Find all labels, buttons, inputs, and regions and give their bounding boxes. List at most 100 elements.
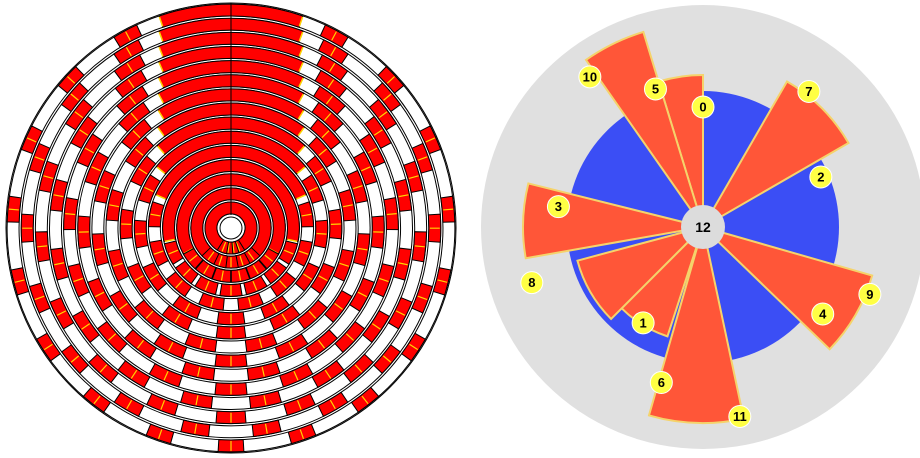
block-divider — [417, 295, 428, 301]
ring-block — [105, 188, 125, 222]
block-divider — [235, 241, 241, 252]
block-divider — [204, 280, 210, 291]
segment-divider — [158, 46, 164, 57]
block-divider — [81, 323, 91, 330]
ring-block — [243, 275, 268, 296]
marker-5: 5 — [643, 77, 667, 101]
block-divider — [296, 400, 302, 410]
block-divider — [149, 273, 159, 280]
block-divider — [221, 241, 227, 252]
block-divider — [210, 297, 214, 308]
block-divider — [239, 255, 244, 266]
block-divider — [163, 370, 169, 381]
block-divider — [125, 47, 132, 57]
block-divider — [34, 295, 45, 301]
segment-divider — [298, 31, 304, 42]
block-divider — [195, 395, 199, 406]
marker-label: 4 — [819, 306, 827, 321]
ring-5 — [147, 144, 315, 311]
ring-block — [107, 248, 130, 282]
segment-divider — [158, 16, 164, 27]
ring-12 — [49, 45, 413, 410]
block-divider — [53, 194, 64, 198]
marker-circle — [858, 282, 882, 306]
block-divider — [174, 313, 181, 323]
ring-10 — [77, 74, 385, 382]
marker-6: 6 — [649, 371, 673, 395]
marker-circle — [811, 302, 835, 326]
block-divider — [443, 208, 454, 211]
ring-7 — [119, 116, 343, 340]
block-divider — [323, 112, 332, 122]
segment-divider — [297, 127, 305, 137]
ring-block — [337, 188, 357, 222]
block-divider — [144, 186, 154, 193]
block-divider — [386, 213, 397, 216]
block-divider — [293, 370, 299, 381]
segmented-ring-diagram — [5, 2, 457, 454]
block-divider — [378, 111, 388, 119]
block-divider — [168, 249, 179, 255]
segment-divider — [298, 16, 304, 27]
block-divider — [298, 250, 309, 255]
block-divider — [378, 277, 389, 283]
block-divider — [127, 79, 135, 89]
block-divider — [227, 242, 230, 253]
marker-label: 11 — [733, 409, 747, 424]
block-divider — [248, 297, 252, 308]
block-divider — [414, 245, 425, 248]
marker-circle — [546, 195, 570, 219]
ring-9 — [91, 88, 371, 368]
block-divider — [218, 255, 223, 266]
ring-2 — [190, 187, 272, 269]
block-divider — [314, 168, 324, 175]
segment-divider — [158, 77, 164, 88]
block-divider — [345, 333, 355, 341]
marker-circle — [809, 165, 833, 189]
marker-label: 6 — [658, 375, 665, 390]
ring-block — [163, 240, 184, 265]
segment-divider — [298, 62, 304, 72]
top-segment — [176, 173, 286, 255]
block-divider — [43, 175, 54, 180]
block-divider — [261, 366, 265, 377]
block-divider — [126, 399, 133, 410]
wedge — [584, 30, 704, 228]
block-divider — [37, 245, 48, 248]
marker-10: 10 — [578, 65, 602, 89]
block-divider — [182, 268, 191, 277]
block-divider — [138, 168, 148, 175]
block-divider — [264, 254, 273, 262]
ring-11 — [63, 60, 399, 396]
block-divider — [43, 343, 53, 351]
block-divider — [303, 273, 313, 280]
segment-divider — [156, 194, 166, 200]
block-divider — [8, 208, 19, 211]
block-divider — [327, 79, 335, 89]
block-divider — [386, 76, 395, 84]
segment-divider — [297, 145, 305, 155]
block-divider — [94, 291, 105, 298]
marker-label: 5 — [652, 81, 659, 96]
top-segment — [156, 102, 306, 138]
block-divider — [318, 148, 327, 156]
block-divider — [288, 341, 295, 352]
ring-block — [278, 240, 299, 265]
ring-block — [332, 248, 355, 282]
ring-block — [211, 267, 232, 283]
top-segment — [157, 74, 305, 105]
block-divider — [339, 262, 350, 267]
block-divider — [220, 270, 224, 281]
block-divider — [184, 302, 191, 313]
block-divider — [252, 264, 259, 275]
block-divider — [94, 247, 105, 251]
wedge — [576, 225, 707, 321]
ring-block — [149, 239, 170, 267]
segment-divider — [297, 110, 305, 120]
block-divider — [371, 323, 381, 330]
segment-divider — [298, 46, 304, 57]
ring-8 — [105, 102, 357, 354]
marker-label: 1 — [640, 315, 647, 330]
ring-block — [198, 292, 225, 311]
block-divider — [34, 156, 45, 161]
